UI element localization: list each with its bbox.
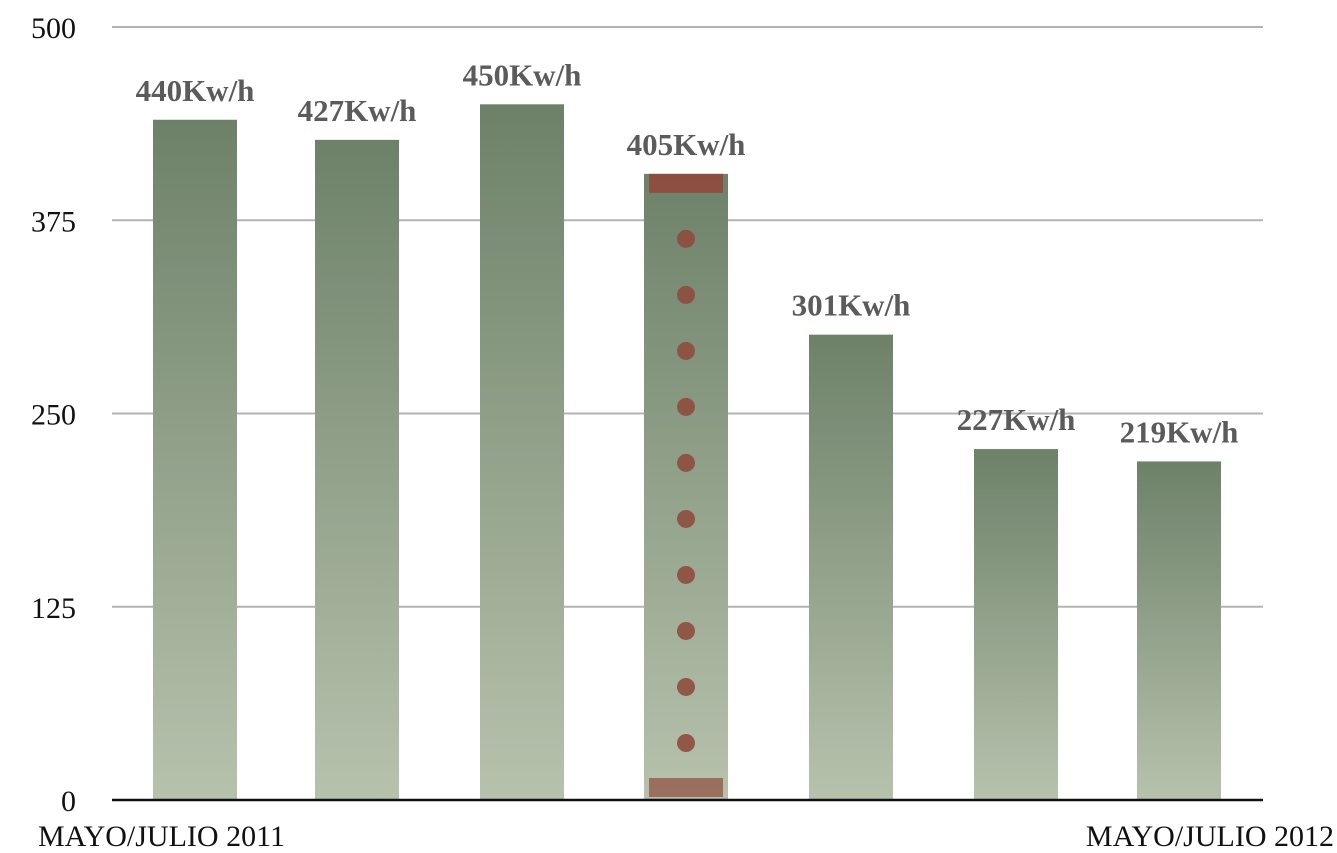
bar bbox=[644, 173, 728, 800]
y-tick-label: 250 bbox=[31, 399, 76, 432]
highlight-markers bbox=[649, 173, 723, 797]
highlight-dot bbox=[677, 621, 695, 640]
highlight-dot bbox=[677, 285, 695, 304]
highlight-dot bbox=[677, 734, 695, 752]
highlight-dot bbox=[677, 509, 695, 528]
highlight-dot bbox=[677, 341, 695, 360]
y-axis-ticks: 0 125 250 375 500 bbox=[31, 12, 76, 818]
highlight-dot bbox=[677, 453, 695, 472]
data-label: 227Kw/h bbox=[957, 402, 1076, 437]
data-label: 219Kw/h bbox=[1120, 414, 1239, 449]
highlight-dot bbox=[677, 565, 695, 584]
x-axis-start-label: MAYO/JULIO 2011 bbox=[38, 820, 285, 853]
y-tick-label: 500 bbox=[31, 12, 76, 45]
x-axis-end-label: MAYO/JULIO 2012 bbox=[1086, 820, 1334, 853]
bar bbox=[809, 334, 893, 800]
data-label: 450Kw/h bbox=[463, 57, 582, 92]
data-label: 301Kw/h bbox=[792, 288, 911, 323]
bar bbox=[1137, 461, 1221, 800]
highlight-top-cap bbox=[649, 173, 723, 193]
data-label: 405Kw/h bbox=[627, 127, 746, 162]
bar bbox=[315, 139, 399, 800]
highlight-bottom-cap bbox=[649, 778, 723, 797]
bar bbox=[974, 449, 1058, 800]
bars bbox=[153, 104, 1221, 801]
bar bbox=[480, 104, 564, 801]
highlight-dot bbox=[677, 229, 695, 248]
data-label: 440Kw/h bbox=[136, 73, 255, 108]
highlight-dot bbox=[677, 677, 695, 696]
highlight-dot bbox=[677, 397, 695, 416]
y-tick-label: 375 bbox=[31, 205, 76, 238]
y-tick-label: 0 bbox=[61, 785, 76, 818]
y-tick-label: 125 bbox=[31, 592, 76, 625]
data-labels: 440Kw/h 427Kw/h 450Kw/h 405Kw/h 301Kw/h 227Kw… bbox=[136, 57, 1239, 449]
data-label: 427Kw/h bbox=[298, 93, 417, 128]
bar bbox=[153, 119, 237, 800]
